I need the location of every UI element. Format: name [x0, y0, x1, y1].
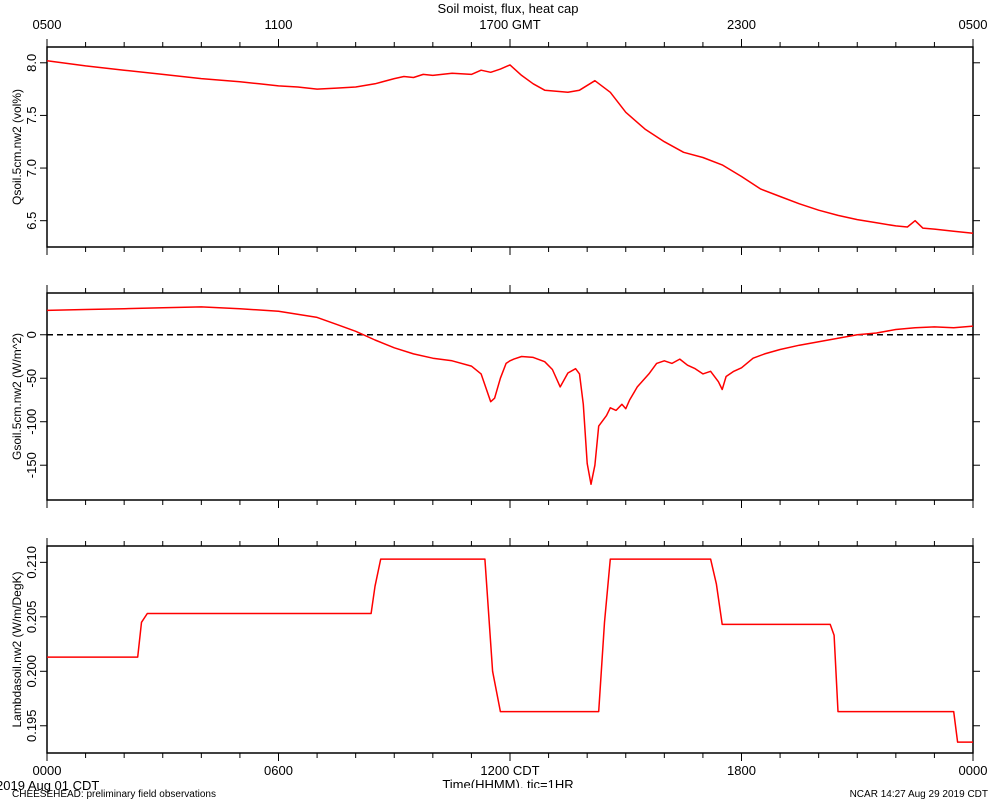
top-axis-tick-label: 1700 GMT — [479, 17, 540, 32]
bottom-axis-tick-label: 0600 — [264, 763, 293, 778]
y-tick-label: -50 — [24, 369, 39, 388]
y-tick-label: 6.5 — [24, 212, 39, 230]
y-axis-label: Lambdasoil.nw2 (W/m/DegK) — [10, 571, 24, 727]
top-axis-tick-label: 1100 — [265, 17, 293, 32]
series-line — [47, 558, 973, 743]
top-axis-tick-label: 0500 — [33, 17, 62, 32]
bottom-axis-tick-label: 1800 — [727, 763, 756, 778]
top-axis-tick-label: 0500 — [959, 17, 988, 32]
y-tick-label: 0 — [24, 331, 39, 338]
bottom-axis-tick-label: 0000 — [959, 763, 988, 778]
chart-panels: 6.5 7.0 7.5 8.0 Qsoil.5cm.nw2 (vol%) -150 -100… — [10, 17, 987, 778]
y-tick-label: 0.210 — [24, 546, 39, 579]
y-axis-label: Qsoil.5cm.nw2 (vol%) — [10, 89, 24, 205]
y-tick-label: 0.200 — [24, 655, 39, 688]
series-line — [46, 59, 974, 235]
footer-right: NCAR 14:27 Aug 29 2019 CDT — [849, 789, 988, 800]
y-tick-label: 0.195 — [24, 709, 39, 742]
y-tick-label: -150 — [24, 452, 39, 478]
y-tick-label: 7.0 — [24, 159, 39, 177]
panel-1: 6.5 7.0 7.5 8.0 Qsoil.5cm.nw2 (vol%) — [10, 39, 980, 255]
bottom-axis-tick-label: 0000 — [33, 763, 62, 778]
plot-frame — [46, 292, 974, 501]
y-axis-label: Gsoil.5cm.nw2 (W/m^2) — [10, 333, 24, 460]
top-axis-tick-label: 2300 — [727, 17, 756, 32]
y-tick-label: 0.205 — [24, 601, 39, 634]
footer-left: CHEESEHEAD: preliminary field observatio… — [12, 789, 216, 800]
y-tick-label: 7.5 — [24, 106, 39, 124]
date-label: 2019 Aug 01 CDT — [0, 778, 100, 793]
bottom-axis-tick-label: 1200 CDT — [480, 763, 539, 778]
series-line — [46, 306, 974, 486]
chart-title: Soil moist, flux, heat cap — [437, 1, 579, 16]
bottom-axis-label: Time(HHMM), tic=1HR — [442, 778, 574, 788]
y-tick-label: 8.0 — [24, 54, 39, 72]
y-tick-label: -100 — [24, 409, 39, 435]
